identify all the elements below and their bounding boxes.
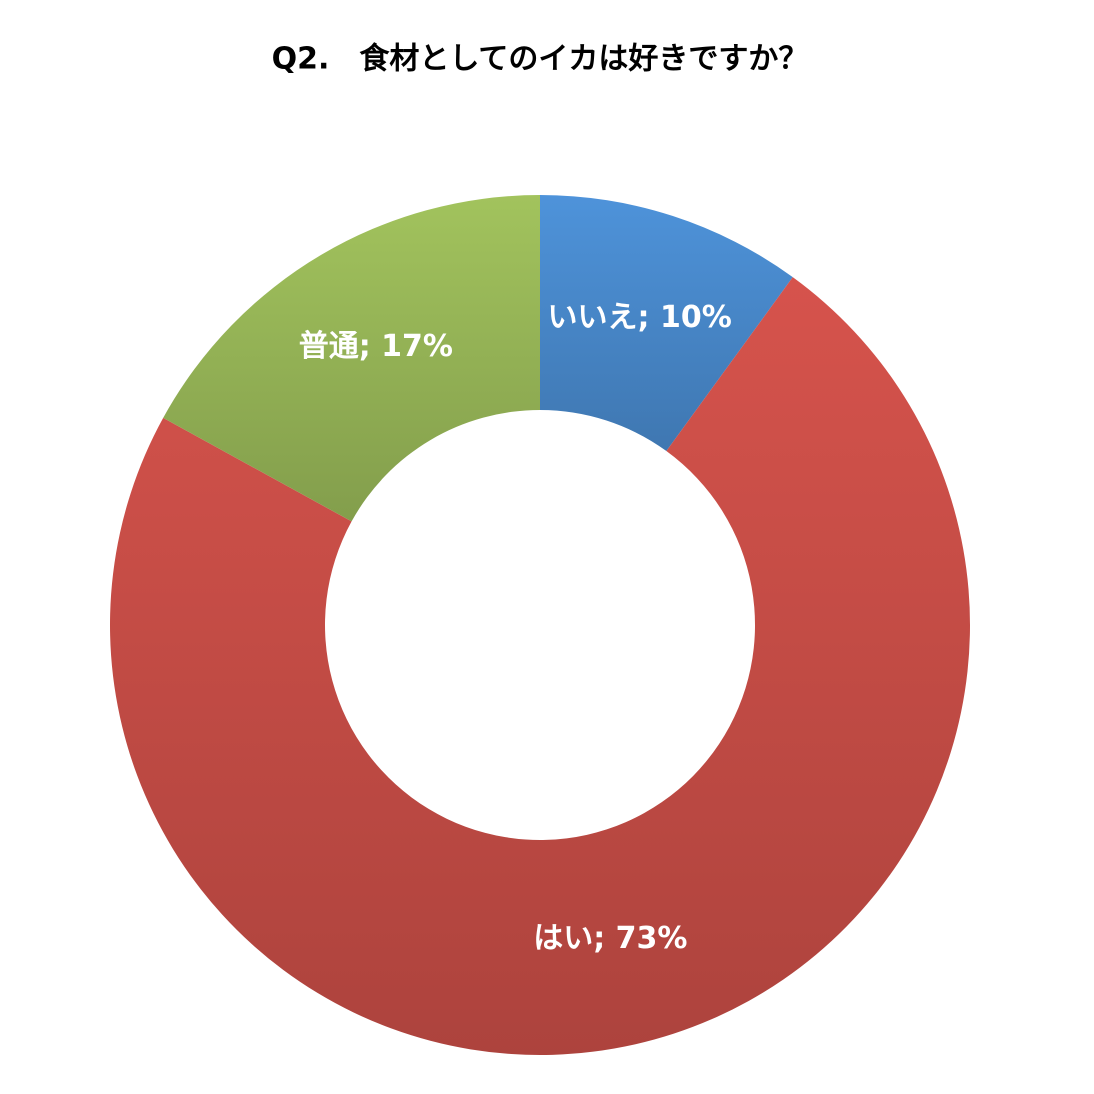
chart-title: Q2. 食材としてのイカは好きですか？ [272,42,809,77]
donut-segment [540,195,793,452]
donut-segment [163,194,541,522]
data-label: はい; 73% [533,921,687,956]
donut-segment [110,277,970,1055]
data-label: いいえ; 10% [548,300,732,335]
data-label: 普通; 17% [299,329,453,364]
